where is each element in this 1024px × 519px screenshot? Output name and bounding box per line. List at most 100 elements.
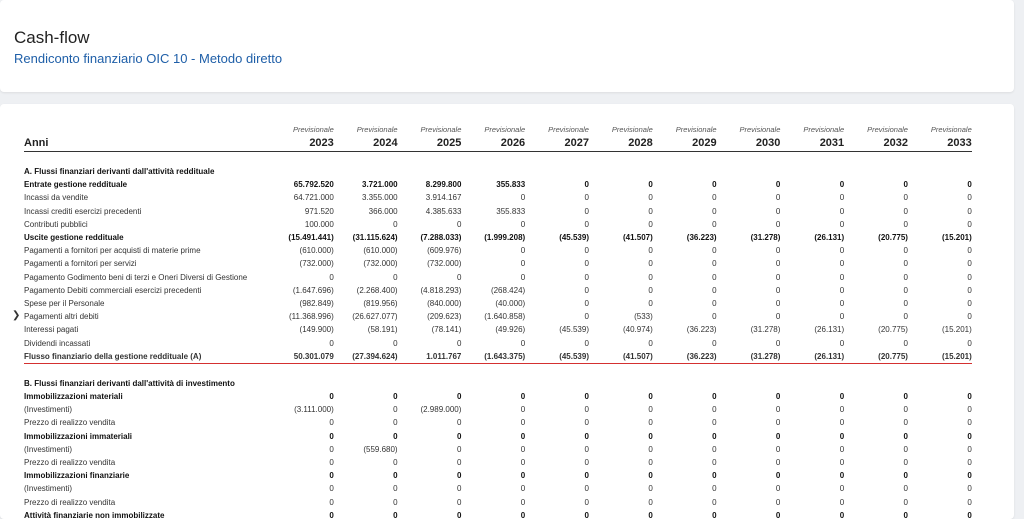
table-row: Attività finanziarie non immobilizzate 0 0… [24,509,972,519]
row-value: (45.539) [559,233,589,243]
row-value: 0 [839,193,845,203]
table-row: (Investimenti) 0 (559.680) 0 0 0 0 0 0 0 0 0 [24,443,972,456]
row-value: (31.278) [750,233,781,243]
row-label: Flusso finanziario della gestione reddit… [24,349,270,364]
forecast-label-row: Previsionale Previsionale Previsionale Prev… [24,120,972,134]
row-label: Dividendi incassati [24,338,91,348]
row-value: 0 [839,484,845,494]
row-value: 0 [775,272,781,282]
year-header: 2032 [844,134,908,152]
row-value: 0 [584,431,589,441]
anni-label: Anni [24,134,270,152]
row-value: 0 [648,285,653,295]
year-header: 2031 [780,134,845,152]
header-blank [24,120,270,134]
row-value: (609.976) [427,246,462,256]
row-label: Prezzo di realizzo vendita [24,497,116,507]
row-value: (15.201) [907,349,972,364]
row-value: 0 [584,484,589,494]
row-label: Spese per il Personale [24,298,105,308]
row-value: 0 [329,418,334,428]
row-value: 1.011.767 [397,349,462,364]
row-value: 0 [967,392,972,402]
row-value: (1.640.858) [484,312,526,322]
row-value: 0 [648,484,653,494]
row-value: 0 [903,510,908,519]
row-value: 0 [648,471,653,481]
forecast-label: Previsionale [867,125,908,134]
table-row: Pagamento Debiti commerciali esercizi pr… [24,284,972,297]
row-value: 0 [967,497,972,507]
table-row: (Investimenti) 0 0 0 0 0 0 0 0 0 0 0 [24,482,972,495]
row-label: (Investimenti) [24,444,73,454]
table-row: Spese per il Personale (982.849) (819.956)… [24,297,972,310]
row-value: (4.818.293) [420,285,462,295]
row-value: 0 [903,484,908,494]
row-value: 0 [903,405,908,415]
row-value: (49.926) [495,325,526,335]
row-label: Immobilizzazioni finanziarie [24,471,130,481]
row-value: 0 [456,431,462,441]
row-value: (732.000) [427,259,462,269]
row-value: (31.278) [716,349,781,364]
row-value: 0 [393,392,398,402]
chevron-right-icon[interactable]: ❯ [12,310,21,321]
table-row: Incassi crediti esercizi precedenti 971.5… [24,205,972,218]
table-row: Pagamenti a fornitori per servizi (732.00… [24,257,972,270]
row-value: 0 [712,431,717,441]
row-value: 0 [967,484,972,494]
row-value: 0 [456,471,462,481]
row-value: (36.223) [686,233,717,243]
row-value: 0 [456,219,462,229]
row-value: 0 [967,312,972,322]
row-value: (610.000) [299,246,334,256]
section-header-row: B. Flussi finanziari derivanti dall'atti… [24,377,972,390]
row-label: Pagamenti a fornitori per servizi [24,259,137,269]
row-value: (20.775) [878,325,908,335]
row-value: 0 [520,484,526,494]
row-value: (27.394.624) [333,349,398,364]
row-value: 0 [393,272,398,282]
row-value: 0 [456,272,462,282]
year-header: 2029 [652,134,717,152]
row-value: 0 [456,510,462,519]
row-value: 0 [712,219,717,229]
row-value: 0 [712,471,717,481]
row-value: 0 [839,510,845,519]
row-value: 0 [775,193,781,203]
row-value: 0 [967,285,972,295]
row-value: (26.131) [780,349,845,364]
row-value: 0 [393,458,398,468]
row-value: 0 [839,285,845,295]
row-value: 0 [456,392,462,402]
row-value: (15.201) [941,325,972,335]
row-label: Pagamenti altri debiti [24,312,99,322]
row-value: 8.299.800 [425,180,462,190]
row-value: 0 [775,285,781,295]
row-value: 0 [393,338,398,348]
row-value: 0 [775,431,781,441]
row-value: 0 [520,405,526,415]
row-value: 0 [520,418,526,428]
row-value: 0 [520,259,526,269]
row-value: 0 [393,471,398,481]
row-value: 0 [712,484,717,494]
row-value: 0 [839,392,845,402]
forecast-label: Previsionale [292,125,334,134]
row-value: 0 [712,193,717,203]
row-value: 0 [903,497,908,507]
row-value: (45.539) [559,325,589,335]
row-label: Interessi pagati [24,325,79,335]
row-value: 0 [329,431,334,441]
row-value: 0 [648,193,653,203]
row-value: 0 [712,272,717,282]
year-header: 2023 [270,134,334,152]
row-value: 0 [967,418,972,428]
row-value: 0 [329,510,334,519]
row-value: (610.000) [363,246,398,256]
row-value: 0 [648,206,653,216]
row-value: 0 [456,418,462,428]
row-value: 971.520 [304,206,334,216]
row-label: Contributi pubblici [24,219,88,229]
row-value: 0 [393,405,398,415]
